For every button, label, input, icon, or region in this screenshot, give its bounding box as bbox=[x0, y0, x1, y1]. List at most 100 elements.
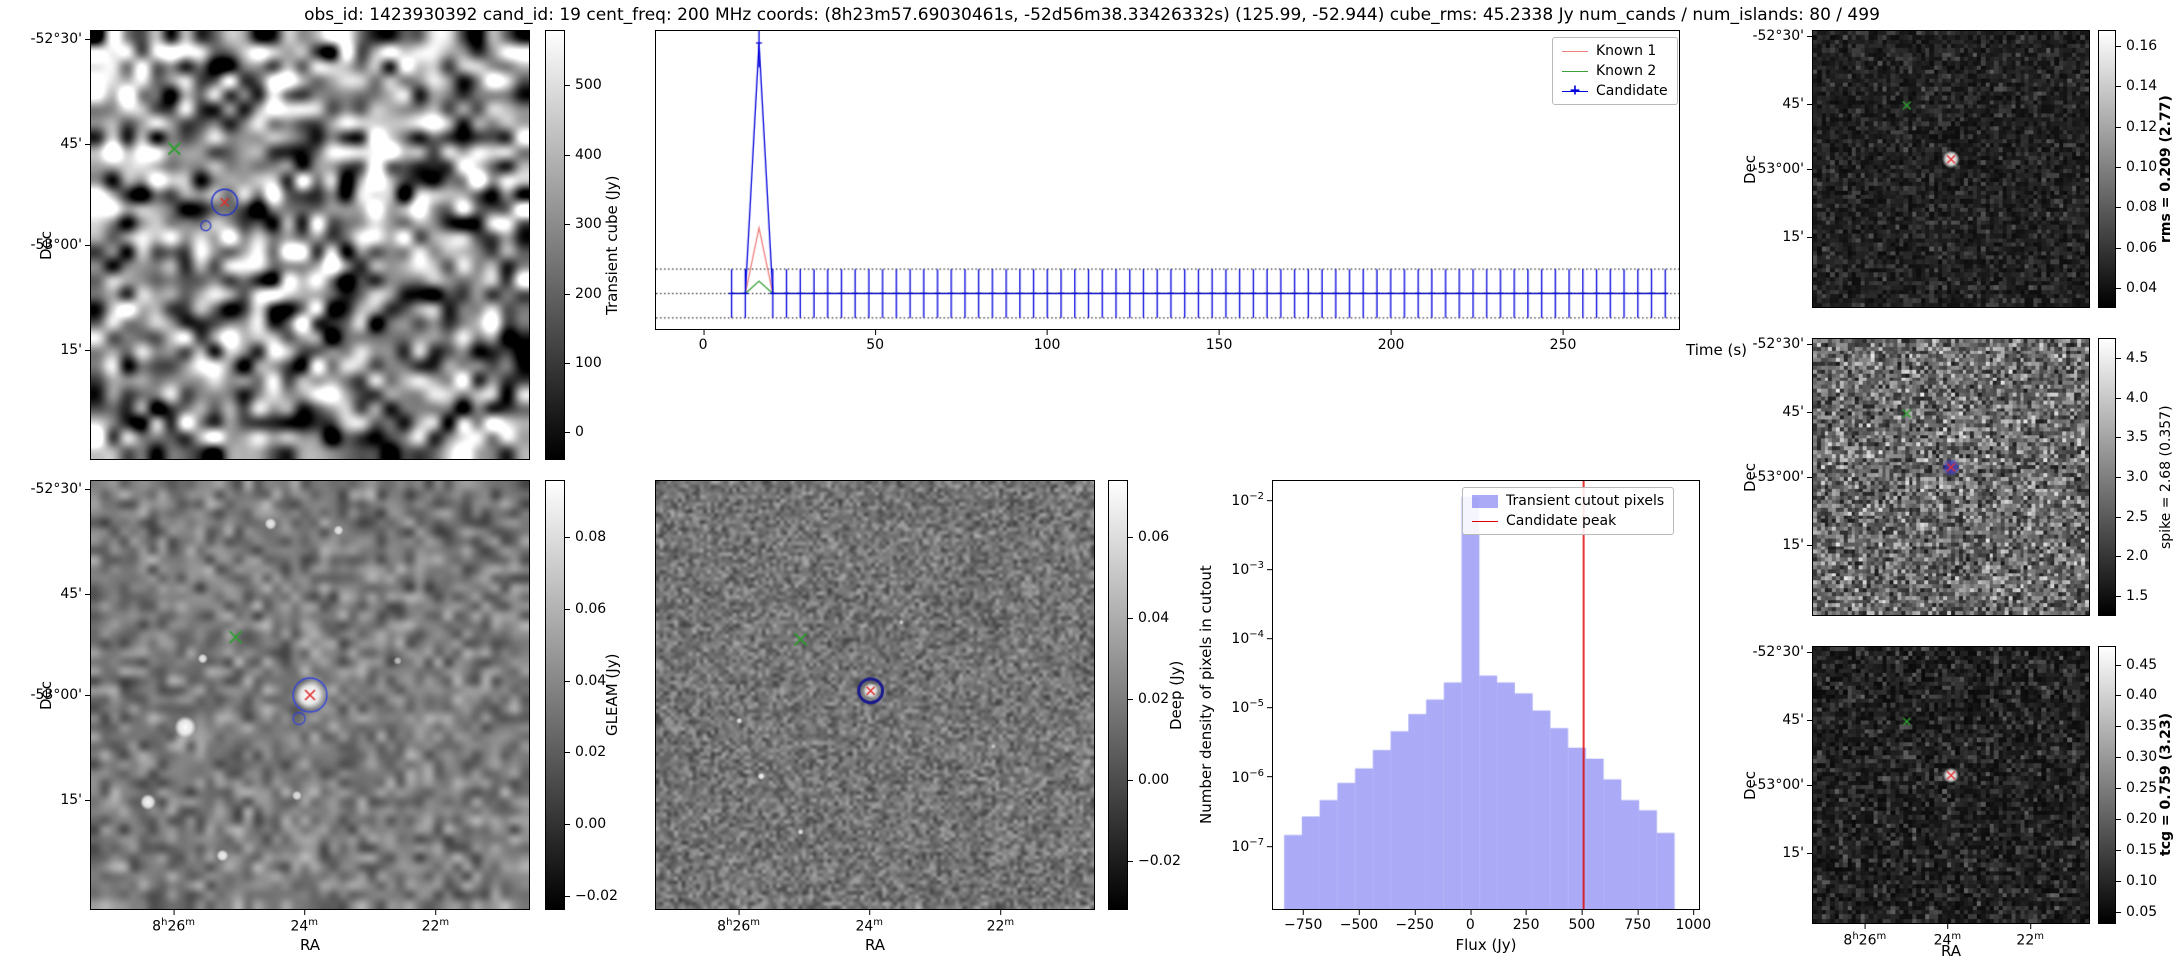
tcg-ra-axis-label: RA bbox=[1940, 942, 1962, 960]
tick-label: −250 bbox=[1395, 910, 1434, 933]
tick-label: 8h26m bbox=[1843, 924, 1887, 949]
tick-label: 0.30 bbox=[2115, 749, 2158, 766]
tick-label: 10−6 bbox=[1231, 767, 1272, 786]
tick-label: 0.06 bbox=[564, 601, 607, 617]
gleam-dec-axis-label: Dec bbox=[37, 680, 55, 710]
tick-label: 10−2 bbox=[1231, 491, 1272, 509]
tick-label: 0.04 bbox=[2115, 279, 2158, 296]
rms-dec-axis-label: Dec bbox=[1741, 154, 1759, 184]
deep-ra-ticks: 8h26m 24m 22m bbox=[655, 910, 1095, 935]
rms-colorbar-ticks: 0.16 0.14 0.12 0.10 0.08 0.06 0.04 bbox=[2115, 30, 2162, 308]
panel-gleam bbox=[90, 480, 530, 910]
candidate-line-icon bbox=[1562, 91, 1588, 92]
known2-swatch bbox=[1562, 65, 1588, 78]
tick-label: 0.02 bbox=[564, 744, 607, 761]
tick-label: 300 bbox=[565, 216, 602, 233]
tick-label: 0.45 bbox=[2115, 656, 2158, 673]
deep-colorbar bbox=[1108, 480, 1128, 910]
tick-label: 0.14 bbox=[2115, 78, 2158, 95]
known2-line-icon bbox=[1562, 71, 1588, 72]
tick-label: 4.0 bbox=[2115, 389, 2149, 406]
tick-label: 10−5 bbox=[1231, 698, 1272, 717]
tcg-dec-axis-label: Dec bbox=[1741, 770, 1759, 800]
tick-label: 4.5 bbox=[2115, 349, 2149, 366]
lightcurve-legend: Known 1 Known 2 + Candidate bbox=[1552, 37, 1678, 105]
tick-label: 150 bbox=[1205, 330, 1233, 353]
transient-cube-image bbox=[91, 31, 529, 459]
figure-title: obs_id: 1423930392 cand_id: 19 cent_freq… bbox=[304, 5, 1880, 25]
tick-label: 0 bbox=[565, 424, 584, 441]
tick-label: 0.00 bbox=[564, 816, 607, 832]
transient-dec-ticks: -52°30' 45' -53°00' 15' bbox=[0, 30, 90, 460]
legend-row-cutout-pixels: Transient cutout pixels bbox=[1472, 493, 1664, 509]
gleam-colorbar bbox=[545, 480, 565, 910]
transient-dec-axis-label: Dec bbox=[37, 230, 55, 260]
tcg-colorbar-strip bbox=[2099, 647, 2115, 923]
tick-label: 0.08 bbox=[564, 529, 607, 546]
rms-dec-ticks: -52°30' 45' -53°00' 15' bbox=[1722, 27, 1812, 308]
histogram-y-ticks: 10−2 10−3 10−4 10−5 10−6 10−7 bbox=[1180, 480, 1272, 910]
tick-label: 45' bbox=[1782, 711, 1812, 728]
tick-label: 50 bbox=[866, 330, 885, 353]
tick-label: 0.05 bbox=[2115, 903, 2158, 920]
tick-label: -52°30' bbox=[1752, 27, 1812, 44]
panel-transient-cube bbox=[90, 30, 530, 460]
legend-row-candidate-peak: Candidate peak bbox=[1472, 513, 1664, 529]
spike-colorbar bbox=[2098, 338, 2116, 616]
tick-label: 0.12 bbox=[2115, 118, 2158, 135]
histogram-x-axis-label: Flux (Jy) bbox=[1455, 936, 1517, 954]
tcg-ra-ticks: 8h26m 24m 22m bbox=[1812, 924, 2090, 949]
tick-label: 24m bbox=[855, 910, 884, 935]
spike-dec-ticks: -52°30' 45' -53°00' 15' bbox=[1722, 336, 1812, 616]
panel-rms-map bbox=[1812, 30, 2090, 308]
tick-label: 1000 bbox=[1675, 910, 1712, 933]
rms-colorbar bbox=[2098, 30, 2116, 308]
legend-label-candidate-peak: Candidate peak bbox=[1506, 513, 1617, 529]
tick-label: 3.0 bbox=[2115, 469, 2149, 485]
tick-label: 250 bbox=[1549, 330, 1577, 353]
tick-label: 500 bbox=[1568, 910, 1596, 933]
tick-label: 750 bbox=[1624, 910, 1651, 933]
legend-row-known2: Known 2 bbox=[1562, 63, 1668, 79]
gleam-colorbar-ticks: 0.08 0.06 0.04 0.02 0.00 −0.02 bbox=[564, 480, 625, 910]
gleam-colorbar-strip bbox=[546, 481, 564, 909]
tick-label: 0 bbox=[698, 330, 708, 353]
deep-colorbar-strip bbox=[1109, 481, 1127, 909]
spike-dec-axis-label: Dec bbox=[1741, 462, 1759, 492]
tick-label: 0.08 bbox=[2115, 199, 2158, 216]
tick-label: -53°00' bbox=[1752, 469, 1812, 485]
tick-label: 2.0 bbox=[2115, 548, 2149, 565]
cutout-pixels-swatch bbox=[1472, 494, 1498, 508]
gleam-ra-axis-label: RA bbox=[299, 936, 321, 954]
tick-label: 15' bbox=[1782, 229, 1812, 246]
cutout-pixels-patch-icon bbox=[1472, 494, 1498, 508]
deep-colorbar-ticks: 0.06 0.04 0.02 0.00 −0.02 bbox=[1127, 480, 1188, 910]
candidate-plus-icon: + bbox=[1569, 82, 1581, 99]
tick-label: 0.16 bbox=[2115, 38, 2158, 55]
tick-label: −0.02 bbox=[565, 887, 618, 904]
tick-label: 0.04 bbox=[564, 672, 607, 689]
deep-image bbox=[656, 481, 1094, 909]
tick-label: 8h26m bbox=[717, 910, 761, 935]
histogram-legend: Transient cutout pixels Candidate peak bbox=[1462, 487, 1675, 535]
legend-label-candidate: Candidate bbox=[1596, 83, 1668, 99]
histogram-y-axis-label: Number density of pixels in cutout bbox=[1197, 565, 1215, 825]
tcg-colorbar-ticks: 0.45 0.40 0.35 0.30 0.25 0.20 0.15 0.10 0.05 bbox=[2115, 646, 2162, 924]
tick-label: 10−4 bbox=[1231, 629, 1272, 648]
candidate-peak-swatch bbox=[1472, 515, 1498, 528]
time-axis-label: Time (s) bbox=[1686, 341, 1747, 359]
tick-label: 250 bbox=[1512, 910, 1540, 933]
lightcurve-x-ticks: 0 50 100 150 200 250 bbox=[655, 330, 1680, 354]
tick-label: -52°30' bbox=[1752, 643, 1812, 660]
legend-row-known1: Known 1 bbox=[1562, 43, 1668, 59]
transient-colorbar-ticks: 500 400 300 200 100 0 bbox=[565, 30, 625, 460]
tick-label: 0.15 bbox=[2115, 841, 2158, 858]
tick-label: 100 bbox=[565, 354, 602, 371]
transient-colorbar-strip bbox=[546, 31, 564, 459]
panel-tcg-map bbox=[1812, 646, 2090, 924]
tick-label: 15' bbox=[1782, 537, 1812, 554]
tick-label: -53°00' bbox=[1752, 777, 1812, 793]
gleam-ra-ticks: 8h26m 24m 22m bbox=[90, 910, 530, 935]
tick-label: 0.40 bbox=[2115, 687, 2158, 704]
transient-colorbar-label: Transient cube (Jy) bbox=[603, 175, 621, 315]
